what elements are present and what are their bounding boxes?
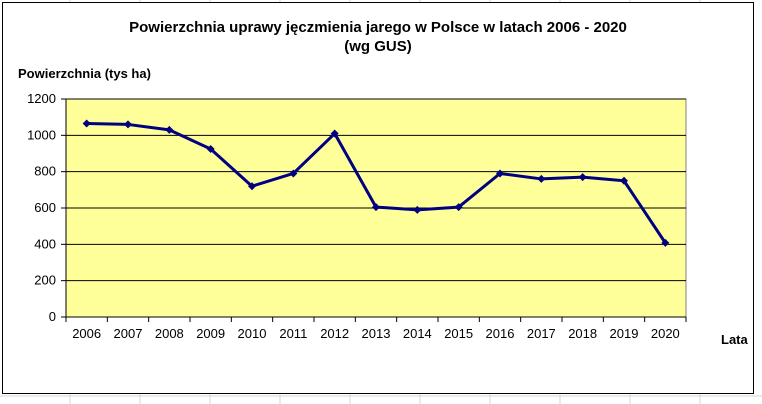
x-tick-label: 2010: [238, 326, 267, 341]
y-tick-label: 1000: [27, 127, 56, 142]
data-point: [82, 119, 91, 128]
y-tick-label: 0: [49, 309, 56, 324]
data-point: [578, 173, 587, 182]
y-tick-label: 200: [34, 273, 56, 288]
x-tick-label: 2016: [486, 326, 515, 341]
data-point: [248, 182, 256, 191]
chart-title: Powierzchnia uprawy jęczmienia jarego w …: [129, 19, 627, 36]
chart-subtitle: (wg GUS): [344, 38, 412, 55]
x-tick-label: 2014: [403, 326, 432, 341]
x-tick-label: 2011: [279, 326, 307, 341]
x-axis-label: Lata: [721, 332, 748, 347]
data-point: [413, 205, 422, 214]
x-tick-label: 2008: [155, 326, 184, 341]
x-tick-label: 2007: [114, 326, 143, 341]
data-point: [372, 203, 380, 212]
chart-area[interactable]: Powierzchnia uprawy jęczmienia jarego w …: [2, 2, 754, 394]
data-point: [620, 176, 628, 185]
data-point: [289, 169, 298, 178]
data-point: [330, 129, 339, 138]
data-point: [537, 174, 546, 183]
data-point: [206, 144, 215, 153]
x-tick-label: 2009: [196, 326, 225, 341]
x-tick-label: 2012: [320, 326, 349, 341]
x-tick-label: 2019: [610, 326, 639, 341]
data-point: [661, 238, 670, 247]
data-point: [454, 203, 463, 212]
x-tick-label: 2006: [72, 326, 101, 341]
x-tick-label: 2017: [527, 326, 556, 341]
x-tick-label: 2015: [444, 326, 473, 341]
x-tick-label: 2018: [568, 326, 597, 341]
x-tick-label: 2013: [362, 326, 391, 341]
y-axis-label: Powierzchnia (tys ha): [18, 66, 151, 81]
data-point: [496, 169, 504, 178]
data-point: [124, 120, 132, 129]
y-tick-label: 400: [34, 236, 56, 251]
line-chart: 0 200 400 600 800 1000 1200 2006 2007 2008 2009 201…: [27, 91, 687, 341]
y-tick-label: 600: [34, 200, 56, 215]
y-tick-label: 1200: [27, 91, 56, 106]
y-tick-label: 800: [34, 164, 56, 179]
x-tick-label: 2020: [651, 326, 680, 341]
data-point: [165, 125, 174, 134]
